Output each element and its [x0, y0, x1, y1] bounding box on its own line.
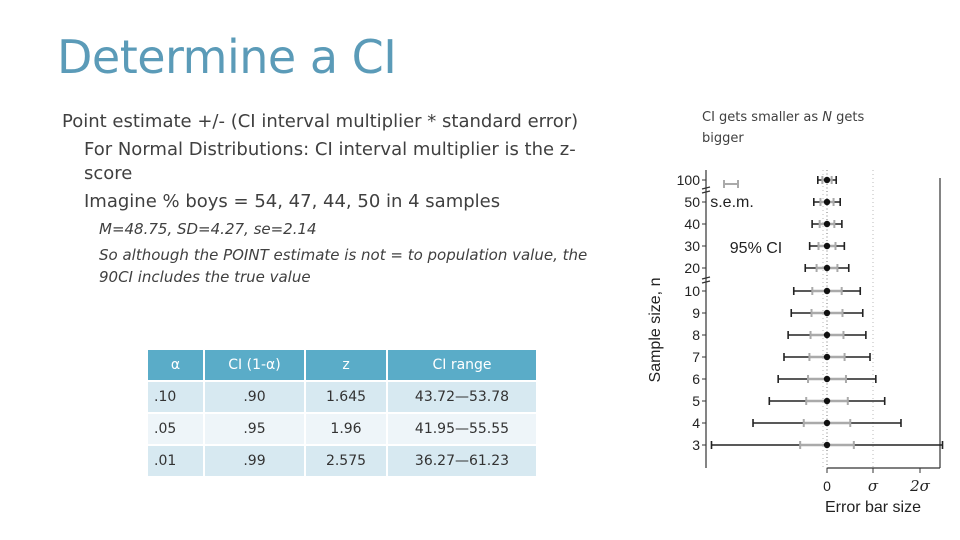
mean-point: [823, 242, 831, 250]
cell-alpha: .01: [148, 446, 205, 478]
table-header-row: α CI (1-α) z CI range: [148, 350, 538, 382]
mean-point: [823, 441, 831, 449]
legend: s.e.m. 95% CI: [710, 180, 782, 257]
cell-ci-range: 36.27—61.23: [388, 446, 538, 478]
y-tick-label: 3: [692, 437, 700, 453]
y-tick-label: 7: [692, 349, 700, 365]
mean-point: [823, 176, 831, 184]
mean-point: [823, 375, 831, 383]
x-tick-label-sigma: σ: [868, 477, 879, 495]
header-alpha: α: [148, 350, 205, 382]
mean-point: [823, 397, 831, 405]
table-row: .01 .99 2.575 36.27—61.23: [148, 446, 538, 478]
y-tick-label: 6: [692, 371, 700, 387]
axis-break-bottom: [701, 276, 711, 284]
x-axis-label: Error bar size: [825, 499, 921, 516]
axis-break-line: [701, 190, 711, 194]
chart-marks: 100 50 40 30 20 10 9 8 7 6 5 4 3: [677, 172, 944, 453]
cell-ci: .90: [205, 382, 306, 414]
side-note-text-end: gets bigger: [702, 110, 865, 146]
slide-title: Determine a CI: [57, 30, 397, 84]
side-note-text-start: CI gets smaller as: [702, 110, 823, 125]
cell-z: 2.575: [306, 446, 388, 478]
axis-break-line: [701, 186, 711, 190]
axis-break-line: [701, 280, 711, 284]
x-tick-label-2sigma: 2σ: [909, 477, 931, 495]
header-ci: CI (1-α): [205, 350, 306, 382]
y-tick-label: 8: [692, 327, 700, 343]
side-note-n: N: [822, 110, 833, 125]
y-tick-label: 50: [684, 194, 700, 210]
y-tick-label: 30: [684, 238, 700, 254]
bullet-ci-formula: Point estimate +/- (CI interval multipli…: [62, 111, 579, 132]
mean-point: [823, 198, 831, 206]
mean-point: [823, 264, 831, 272]
mean-point: [823, 419, 831, 427]
mean-point: [823, 220, 831, 228]
x-tick-label-0: 0: [823, 478, 831, 494]
legend-sem-label: s.e.m.: [710, 194, 754, 211]
cell-alpha: .05: [148, 414, 205, 446]
y-tick-label: 10: [684, 283, 700, 299]
y-tick-label: 20: [684, 260, 700, 276]
cell-ci: .95: [205, 414, 306, 446]
side-note: CI gets smaller as N gets bigger: [702, 107, 902, 149]
mean-point: [823, 331, 831, 339]
ci-table: α CI (1-α) z CI range .10 .90 1.645 43.7…: [148, 350, 538, 478]
chart-axes: Sample size, n Error bar size 0 σ 2σ s.e…: [647, 170, 941, 516]
cell-z: 1.96: [306, 414, 388, 446]
axis-break-line: [701, 276, 711, 280]
bullet-normal-distributions: For Normal Distributions: CI interval mu…: [84, 139, 576, 184]
cell-ci: .99: [205, 446, 306, 478]
header-z: z: [306, 350, 388, 382]
y-tick-label: 5: [692, 393, 700, 409]
bullet-boys-example: Imagine % boys = 54, 47, 44, 50 in 4 sam…: [84, 191, 501, 212]
y-tick-label: 100: [677, 172, 701, 188]
y-tick-label: 4: [692, 415, 700, 431]
cell-alpha: .10: [148, 382, 205, 414]
cell-ci-range: 41.95—55.55: [388, 414, 538, 446]
mean-point: [823, 287, 831, 295]
table-row: .05 .95 1.96 41.95—55.55: [148, 414, 538, 446]
y-tick-label: 40: [684, 216, 700, 232]
header-ci-range: CI range: [388, 350, 538, 382]
legend-ci-label: 95% CI: [730, 240, 782, 257]
mean-point: [823, 309, 831, 317]
y-axis-label: Sample size, n: [647, 278, 664, 383]
bullet-list: Point estimate +/- (CI interval multipli…: [62, 110, 622, 292]
bullet-conclusion: So although the POINT estimate is not = …: [99, 246, 588, 286]
axis-break-top: [701, 186, 711, 194]
bullet-statistics: M=48.75, SD=4.27, se=2.14: [99, 220, 317, 238]
table-row: .10 .90 1.645 43.72—53.78: [148, 382, 538, 414]
y-tick-label: 9: [692, 305, 700, 321]
error-bar-chart: Sample size, n Error bar size 0 σ 2σ s.e…: [647, 170, 944, 516]
cell-z: 1.645: [306, 382, 388, 414]
cell-ci-range: 43.72—53.78: [388, 382, 538, 414]
mean-point: [823, 353, 831, 361]
